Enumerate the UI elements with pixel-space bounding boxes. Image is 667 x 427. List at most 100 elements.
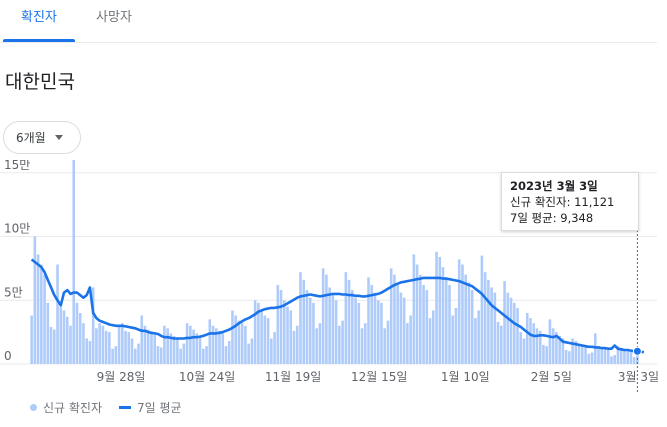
case-bar xyxy=(270,338,273,364)
case-bar xyxy=(480,255,484,364)
case-bar xyxy=(389,268,393,364)
caret-down-icon xyxy=(54,135,63,140)
case-bar xyxy=(234,315,237,364)
case-bar xyxy=(376,300,380,364)
case-bar xyxy=(40,264,43,364)
case-bar xyxy=(111,348,114,364)
x-tick-label: 3월 3일 xyxy=(618,370,659,384)
case-bar xyxy=(341,320,344,364)
case-bar xyxy=(95,328,98,364)
case-bar xyxy=(62,310,66,364)
case-bar xyxy=(396,284,399,364)
case-bar xyxy=(477,310,480,364)
tab-bar: 확진자 사망자 xyxy=(0,0,657,43)
case-bar xyxy=(419,274,422,364)
case-bar xyxy=(88,341,92,364)
case-bar xyxy=(632,356,636,364)
case-bar xyxy=(127,332,131,364)
tab-confirmed-cases[interactable]: 확진자 xyxy=(3,0,75,42)
case-bar xyxy=(266,318,270,364)
case-bar xyxy=(568,351,571,364)
case-bar xyxy=(412,254,416,364)
case-bar xyxy=(101,325,105,364)
x-tick-label: 10월 24일 xyxy=(179,370,235,384)
x-tick-label: 11월 19일 xyxy=(265,370,321,384)
chart-legend: 신규 확진자 7일 평균 xyxy=(30,399,182,416)
case-bar xyxy=(46,302,50,364)
x-tick-label: 2월 5일 xyxy=(531,370,572,384)
case-bar xyxy=(312,302,315,364)
case-bar xyxy=(370,284,374,364)
case-bar xyxy=(305,290,309,364)
case-bar xyxy=(432,310,435,364)
y-tick-label: 5만 xyxy=(4,285,23,299)
case-bar xyxy=(195,333,199,364)
case-bar xyxy=(211,325,215,364)
case-bar xyxy=(198,335,202,364)
case-bar xyxy=(467,282,471,364)
case-bar xyxy=(36,254,40,364)
tooltip-average-value: 9,348 xyxy=(560,211,594,225)
case-bar xyxy=(257,302,260,364)
case-bar xyxy=(487,279,490,364)
case-bar xyxy=(626,351,629,364)
tooltip-date: 2023년 3월 3일 xyxy=(510,179,598,193)
case-bar xyxy=(192,329,195,364)
case-bar xyxy=(65,316,69,364)
case-bar xyxy=(636,349,639,364)
case-bar xyxy=(130,338,134,364)
case-bar xyxy=(334,300,338,364)
case-bar xyxy=(496,321,500,364)
case-bar xyxy=(49,327,53,364)
case-bar xyxy=(545,346,548,364)
case-bar xyxy=(360,328,364,364)
case-bar xyxy=(564,349,568,364)
case-bar xyxy=(273,332,276,364)
case-bar xyxy=(91,287,95,364)
case-bar xyxy=(146,329,150,364)
case-bar xyxy=(616,346,620,364)
case-bar xyxy=(124,330,127,364)
case-bar xyxy=(574,341,578,364)
case-bar xyxy=(464,274,467,364)
case-bar xyxy=(302,279,306,364)
case-bar xyxy=(454,307,458,364)
period-select-value: 6개월 xyxy=(16,131,46,145)
case-bar xyxy=(506,292,510,364)
bar-legend-dot-icon xyxy=(30,404,37,411)
case-bar xyxy=(525,313,529,364)
case-bar xyxy=(344,272,348,364)
case-bar xyxy=(406,323,409,364)
case-bar xyxy=(143,325,147,364)
case-bar xyxy=(347,279,351,364)
case-bar xyxy=(590,352,594,364)
case-bar xyxy=(457,259,461,364)
case-bar xyxy=(441,267,445,364)
case-bar xyxy=(393,274,396,364)
y-tick-label: 15만 xyxy=(4,160,30,172)
legend-seven-day-average: 7일 평균 xyxy=(137,401,182,415)
case-bar xyxy=(577,343,581,364)
case-bar xyxy=(571,338,574,364)
case-bar xyxy=(279,290,283,364)
case-bar xyxy=(202,348,205,364)
tab-deaths[interactable]: 사망자 xyxy=(96,10,132,25)
case-bar xyxy=(98,323,101,364)
case-bar xyxy=(325,274,328,364)
case-bar xyxy=(30,315,33,364)
case-bar xyxy=(276,284,280,364)
case-bar xyxy=(59,306,63,364)
case-bar xyxy=(221,333,225,364)
case-bar xyxy=(52,329,56,364)
legend-new-cases: 신규 확진자 xyxy=(43,401,103,415)
cases-chart[interactable]: 0 5만 10만 15만 9월 28일 10월 24일 11월 19일 12월 15일 1월 1… xyxy=(0,160,667,392)
case-bar xyxy=(354,297,357,364)
case-bar xyxy=(428,318,432,364)
case-bar xyxy=(282,300,286,364)
case-bar xyxy=(231,310,234,364)
period-select[interactable]: 6개월 xyxy=(3,121,81,154)
case-bar xyxy=(224,346,228,364)
case-bar xyxy=(535,328,539,364)
case-bar xyxy=(163,325,166,364)
case-bar xyxy=(351,290,354,364)
